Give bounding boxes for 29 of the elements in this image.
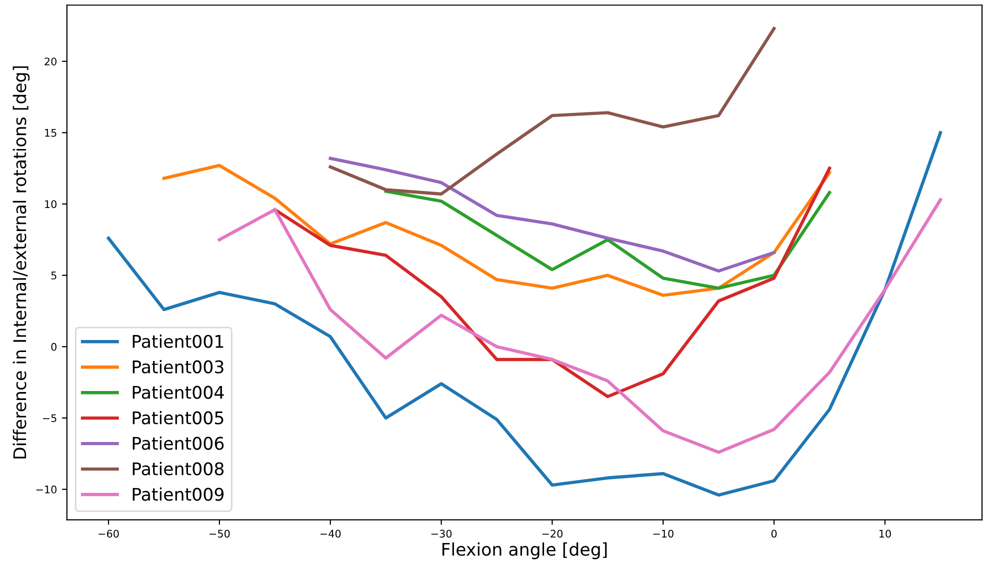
legend-label: Patient001 — [132, 334, 224, 348]
x-axis-title: Flexion angle [deg] — [442, 542, 607, 560]
line-series — [328, 26, 776, 196]
line-series — [384, 190, 832, 290]
legend-label: Patient003 — [132, 360, 224, 374]
y-tick-label: −10 — [36, 486, 56, 494]
line-series — [162, 164, 832, 297]
x-tick-label: −50 — [210, 530, 230, 538]
x-tick-label: 0 — [771, 530, 777, 538]
y-tick-label: 5 — [51, 272, 56, 280]
legend-label: Patient005 — [132, 410, 224, 424]
y-tick-label: 20 — [44, 58, 56, 66]
legend-label: Patient004 — [132, 385, 224, 399]
line-series — [328, 156, 776, 273]
x-tick-label: −20 — [542, 530, 562, 538]
x-tick-label: −40 — [320, 530, 341, 538]
line-series — [273, 166, 832, 398]
y-axis-title: Difference in Internal/external rotations [deg] — [12, 66, 30, 458]
legend-label: Patient006 — [132, 436, 224, 450]
x-tick-label: −60 — [98, 530, 119, 538]
x-tick-label: −10 — [653, 530, 674, 538]
x-tick-label: −30 — [431, 530, 452, 538]
y-tick-label: 0 — [51, 342, 56, 351]
y-tick-label: 15 — [45, 129, 56, 137]
x-tick-label: 10 — [879, 530, 891, 538]
legend-label: Patient009 — [132, 487, 224, 501]
y-tick-label: 10 — [45, 200, 56, 208]
legend-label: Patient008 — [132, 462, 224, 476]
y-tick-label: −5 — [42, 414, 56, 422]
